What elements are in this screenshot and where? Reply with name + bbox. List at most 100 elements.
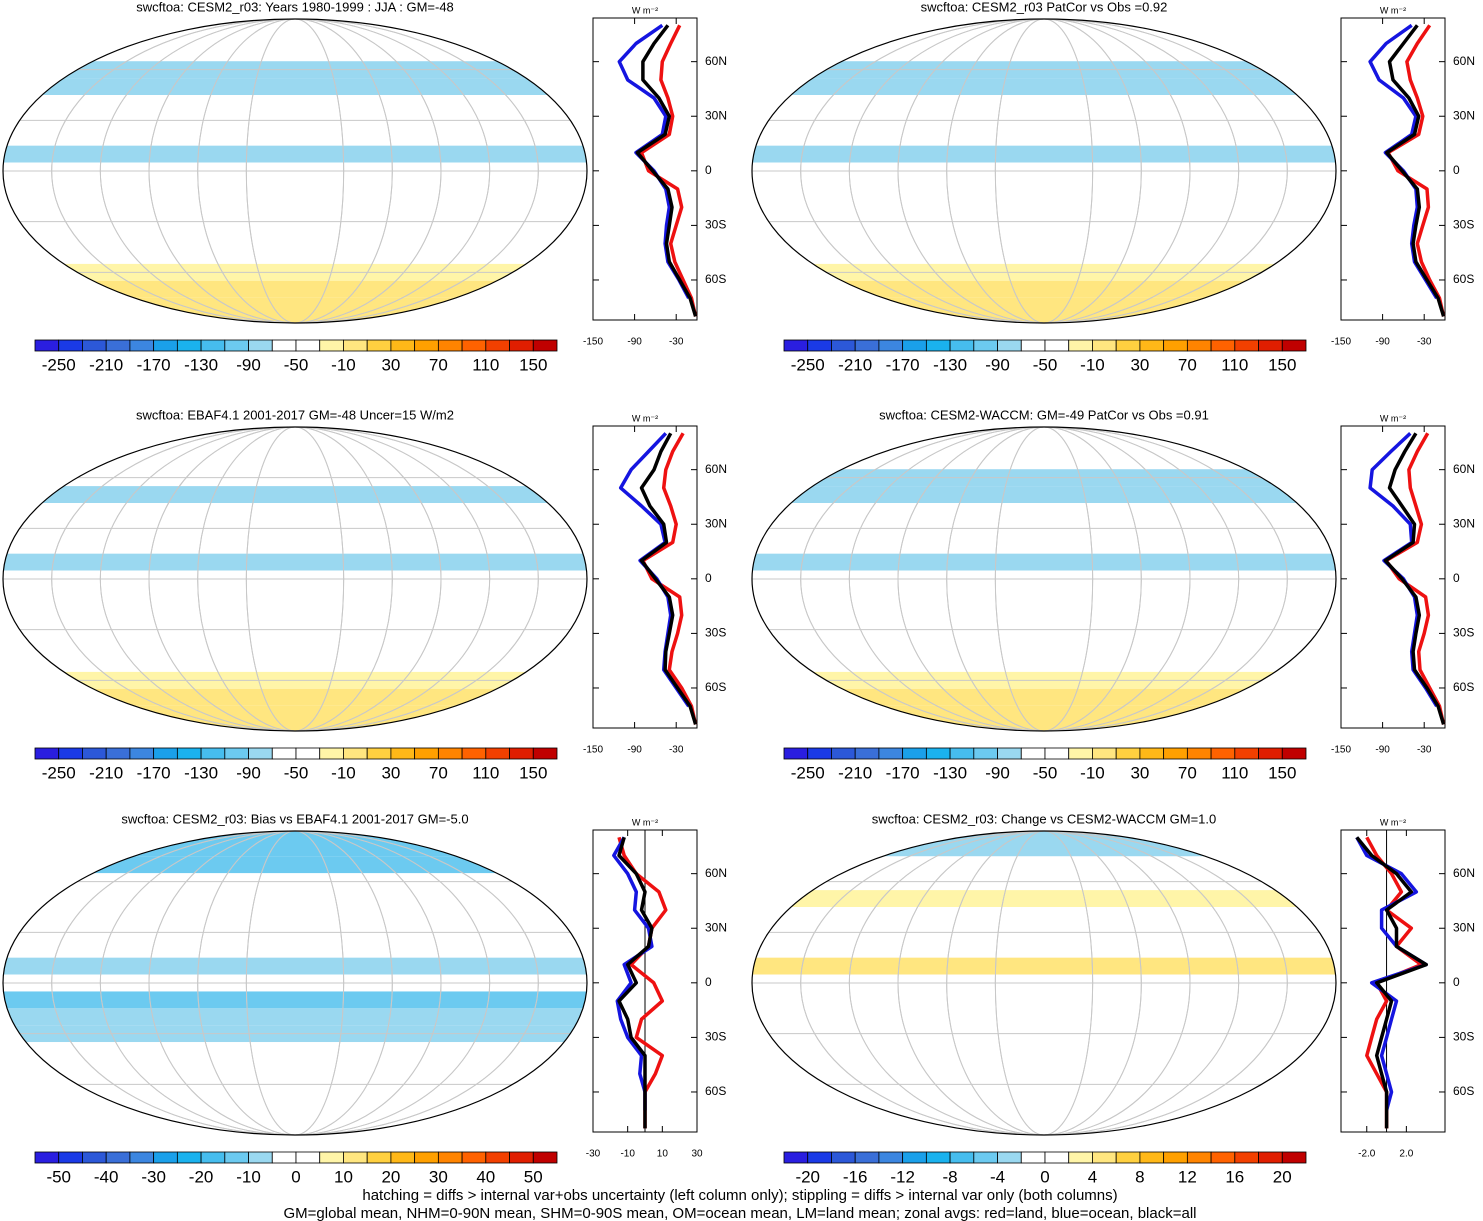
colorbar-label: -90 [236,763,261,782]
map-band [752,1008,1336,1026]
y-tick-label: 30S [705,626,726,640]
zonal-line [1355,836,1428,1129]
colorbar-label: -250 [791,355,825,374]
x-tick-label: -30 [669,337,684,348]
map-band [752,19,1336,45]
colorbar-label: -30 [141,1167,166,1186]
colorbar-box [925,747,951,760]
colorbar-box [366,747,392,760]
colorbar-box [783,339,809,352]
colorbar-label: 0 [291,1167,300,1186]
zonal-line [617,836,654,1129]
y-tick-label: 60S [1453,1084,1474,1098]
map-band [3,128,587,146]
colorbar-box [153,1151,178,1164]
y-tick-label: 0 [1453,571,1460,585]
map-band [3,78,587,95]
map-band [752,196,1336,214]
colorbar-label: -250 [791,763,825,782]
colorbar-box [153,339,178,352]
colorbar-box [319,1151,344,1164]
map-border [751,18,1337,324]
zonal-line [618,432,691,708]
map-band [3,553,587,571]
map-band [752,991,1336,1009]
colorbar-box [854,747,880,760]
colorbar-box [1115,747,1141,760]
colorbar-box [414,747,439,760]
map-band [3,688,587,706]
colorbar-box [200,339,226,352]
colorbar-box [34,339,60,352]
map-band [752,503,1336,520]
colorbar-box [1139,339,1165,352]
colorbar-box [807,339,832,352]
map-band [752,890,1336,907]
colorbar-label: -10 [331,763,356,782]
map-band [3,604,587,622]
colorbar-box [1186,339,1212,352]
panel-title: swcftoa: CESM2_r03: Bias vs EBAF4.1 2001… [121,811,468,826]
colorbar-label: -210 [838,355,872,374]
y-tick-label: 30N [705,920,727,934]
panel-title: swcftoa: CESM2_r03 PatCor vs Obs =0.92 [921,0,1168,14]
y-tick-label: 30N [1453,516,1475,530]
map-band [752,179,1336,197]
y-tick-label: 60S [1453,272,1474,286]
colorbar-box [997,747,1022,760]
x-tick-label: 10 [657,1149,669,1160]
colorbar-box [271,1151,297,1164]
colorbar-box [437,1151,463,1164]
colorbar-box [224,339,249,352]
zonal-line [617,836,668,1129]
map-band [752,78,1336,95]
colorbar-label: 110 [472,355,499,374]
map [3,831,587,1135]
zonal-line [1383,432,1446,725]
colorbar-box [105,747,131,760]
colorbar-box [1186,1151,1212,1164]
map-band [752,1059,1336,1076]
colorbar-box [1258,747,1283,760]
colorbar-box [1281,747,1307,760]
colorbar-box [1044,1151,1070,1164]
colorbar-box [390,339,416,352]
colorbar-box [997,339,1022,352]
y-tick-label: 30S [1453,626,1474,640]
colorbar-label: -170 [886,355,920,374]
y-tick-label: 0 [705,975,712,989]
colorbar-box [1234,339,1259,352]
colorbar-box [831,747,856,760]
map-band [752,688,1336,706]
colorbar-box [248,1151,273,1164]
colorbar-label: -20 [795,1167,820,1186]
colorbar-box [105,339,131,352]
colorbar-label: 70 [429,763,448,782]
colorbar-label: 10 [334,1167,353,1186]
y-tick-label: 60N [1453,462,1475,476]
map-band [752,1109,1336,1135]
map-band [3,890,587,907]
zonal-unit: W m⁻² [1380,5,1406,15]
colorbar-box [343,747,368,760]
colorbar-box [532,339,558,352]
x-tick-label: -30 [1417,745,1432,756]
y-tick-label: 0 [1453,975,1460,989]
map-band [3,19,587,45]
colorbar-box [200,747,226,760]
colorbar-label: -170 [137,355,171,374]
colorbar-box [878,747,904,760]
colorbar-label: -10 [1080,355,1105,374]
colorbar-box [1234,1151,1259,1164]
colorbar-box [1281,339,1307,352]
zonal-line [1368,23,1439,300]
x-tick-label: -150 [583,745,603,756]
map-band [752,940,1336,958]
colorbar-label: 50 [524,1167,543,1186]
x-tick-label: -10 [620,1149,635,1160]
map-band [752,553,1336,571]
colorbar-box [783,747,809,760]
map-band [3,1092,587,1110]
colorbar-box [129,339,155,352]
y-tick-label: 60N [705,54,727,68]
